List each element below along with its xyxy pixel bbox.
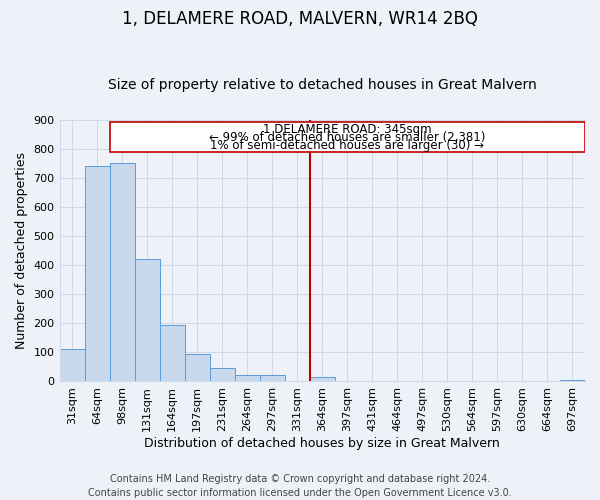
Bar: [85, 166, 110, 382]
Bar: [310, 377, 335, 382]
Bar: [560, 380, 585, 382]
Title: Size of property relative to detached houses in Great Malvern: Size of property relative to detached ho…: [108, 78, 536, 92]
Bar: [235, 375, 260, 382]
Text: 1 DELAMERE ROAD: 345sqm: 1 DELAMERE ROAD: 345sqm: [263, 122, 431, 136]
Bar: [134, 259, 160, 382]
Text: 1% of semi-detached houses are larger (30) →: 1% of semi-detached houses are larger (3…: [210, 138, 484, 151]
Bar: [209, 368, 235, 382]
Bar: [260, 375, 285, 382]
Text: 1, DELAMERE ROAD, MALVERN, WR14 2BQ: 1, DELAMERE ROAD, MALVERN, WR14 2BQ: [122, 10, 478, 28]
Y-axis label: Number of detached properties: Number of detached properties: [15, 152, 28, 349]
Bar: [59, 348, 85, 382]
Bar: [185, 354, 209, 382]
X-axis label: Distribution of detached houses by size in Great Malvern: Distribution of detached houses by size …: [145, 437, 500, 450]
Bar: [110, 122, 585, 152]
Text: Contains HM Land Registry data © Crown copyright and database right 2024.
Contai: Contains HM Land Registry data © Crown c…: [88, 474, 512, 498]
Text: ← 99% of detached houses are smaller (2,381): ← 99% of detached houses are smaller (2,…: [209, 130, 485, 143]
Bar: [160, 326, 185, 382]
Bar: [110, 163, 134, 382]
